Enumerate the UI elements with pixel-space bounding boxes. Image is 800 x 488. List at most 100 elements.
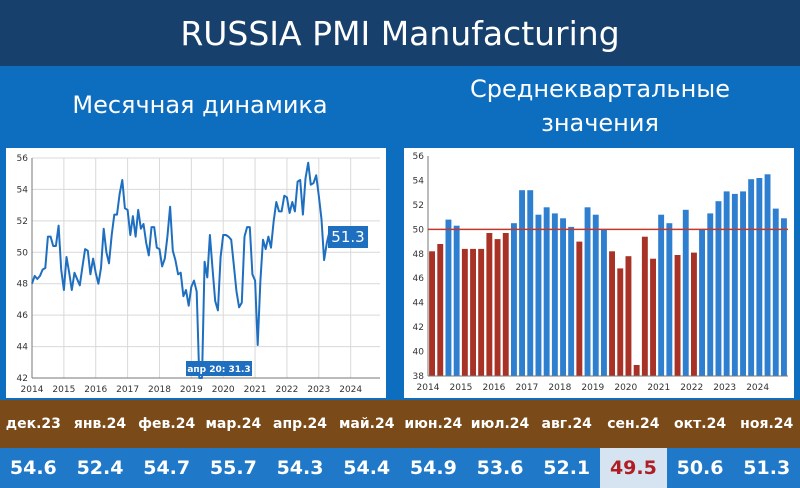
quarter-bar (756, 178, 763, 376)
y-tick-label: 56 (17, 154, 29, 164)
x-tick-label: 2016 (482, 383, 505, 393)
month-cell: июл.24 (470, 416, 530, 432)
quarter-bar (715, 201, 722, 376)
month-cell: мар.24 (205, 416, 262, 432)
quarter-bar (707, 213, 714, 376)
value-cell: 52.1 (543, 457, 591, 479)
x-tick-label: 2014 (21, 385, 44, 395)
quarter-bar (772, 208, 779, 376)
quarter-bar (576, 241, 583, 376)
monthly-line-chart: 42 44 46 48 50 52 54 56 2014 2015 2016 2017 2018 2019… (17, 154, 380, 395)
quarter-bar (486, 233, 493, 376)
month-cell: окт.24 (674, 416, 727, 432)
x-tick-label: 2021 (244, 385, 267, 395)
y-tick-label: 50 (17, 248, 29, 258)
x-tick-label: 2023 (713, 383, 736, 393)
month-cell: ноя.24 (740, 416, 794, 432)
x-tick-label: 2022 (680, 383, 703, 393)
y-tick-label: 54 (413, 176, 425, 186)
value-cell: 49.5 (600, 448, 667, 488)
quarter-bar (568, 226, 575, 376)
right-heading-line2: значения (541, 109, 659, 137)
quarter-bar (731, 193, 738, 376)
quarter-bar (502, 233, 509, 376)
x-tick-label: 2021 (647, 383, 670, 393)
value-cell: 55.7 (209, 457, 257, 479)
x-tick-label: 2017 (515, 383, 538, 393)
quarter-bar (666, 223, 673, 376)
quarter-bar (674, 255, 681, 376)
quarter-bar (691, 252, 697, 376)
y-tick-label: 42 (17, 374, 28, 384)
quarter-bar (764, 174, 771, 376)
quarter-bar (617, 268, 624, 376)
value-row: 54.6 52.4 54.7 55.7 54.3 54.4 54.9 53.6 52.1 49.5… (0, 448, 800, 488)
quarterly-bar-chart: 38 40 42 44 46 48 50 52 54 56 2014 2015 2016 2017 2018… (413, 152, 788, 393)
quarter-bar (543, 207, 550, 376)
x-tick-label: 2024 (746, 383, 769, 393)
x-tick-label: 2020 (614, 383, 637, 393)
month-cell: фев.24 (138, 416, 196, 432)
x-tick-label: 2014 (417, 383, 440, 393)
quarterly-chart-panel: 38 40 42 44 46 48 50 52 54 56 2014 2015 2016 2017 2018… (404, 148, 794, 398)
quarter-bar (682, 209, 689, 376)
y-tick-label: 50 (413, 225, 425, 235)
quarter-bar (461, 248, 468, 376)
quarter-bar (445, 219, 452, 376)
left-chart-heading: Месячная динамика (72, 91, 328, 119)
right-chart-heading: Среднеквартальные значения (400, 72, 800, 140)
y-tick-label: 44 (17, 343, 29, 353)
y-tick-label: 46 (413, 274, 425, 284)
value-cell: 54.7 (143, 457, 191, 479)
quarter-bar (429, 251, 435, 376)
quarter-bar (437, 244, 444, 376)
y-tick-label: 54 (17, 185, 29, 195)
callout-label: апр 20: 31.3 (187, 365, 250, 375)
y-tick-label: 48 (17, 280, 29, 290)
quarter-bar (658, 214, 665, 376)
y-tick-label: 56 (413, 152, 425, 162)
x-tick-label: 2023 (307, 385, 330, 395)
quarter-bar (519, 190, 525, 376)
value-cell: 50.6 (676, 457, 724, 479)
month-cell: авг.24 (541, 416, 592, 432)
month-cell: апр.24 (273, 416, 327, 432)
end-value-box (328, 226, 368, 248)
x-tick-label: 2024 (339, 385, 362, 395)
quarter-bar (560, 218, 566, 376)
x-tick-label: 2018 (148, 385, 171, 395)
quarter-bar (601, 229, 607, 376)
quarter-bar (478, 248, 485, 376)
y-tick-label: 42 (413, 323, 424, 333)
quarter-bar (699, 229, 705, 376)
month-header-row: дек.23 янв.24 фев.24 мар.24 апр.24 май.24 июн.… (0, 400, 800, 448)
x-tick-label: 2019 (581, 383, 604, 393)
quarter-bar (592, 214, 599, 376)
quarter-bar (609, 251, 615, 376)
y-tick-label: 40 (413, 348, 425, 358)
month-cell: май.24 (338, 416, 395, 432)
x-tick-label: 2022 (275, 385, 298, 395)
value-cell: 52.4 (76, 457, 124, 479)
monthly-chart-panel: 42 44 46 48 50 52 54 56 2014 2015 2016 2017 2018 2019… (6, 148, 386, 398)
end-value-label: 51.3 (331, 228, 364, 246)
quarter-bar (511, 223, 517, 376)
month-cell: июн.24 (404, 416, 463, 432)
x-tick-label: 2015 (450, 383, 473, 393)
y-tick-label: 44 (413, 299, 425, 309)
y-tick-label: 46 (17, 311, 29, 321)
y-tick-label: 48 (413, 250, 425, 260)
y-tick-label: 52 (17, 217, 28, 227)
value-cell: 54.6 (9, 457, 57, 479)
quarter-bar (494, 239, 501, 376)
page-title: RUSSIA PMI Manufacturing (0, 0, 800, 66)
quarter-bar (551, 213, 558, 376)
pmi-line (31, 161, 331, 379)
quarter-bar (584, 207, 591, 376)
x-tick-label: 2018 (548, 383, 571, 393)
month-cell: дек.23 (5, 416, 61, 432)
quarter-bar (748, 179, 755, 376)
quarter-bar (470, 248, 476, 376)
month-cell: сен.24 (607, 416, 660, 432)
x-tick-label: 2016 (84, 385, 107, 395)
